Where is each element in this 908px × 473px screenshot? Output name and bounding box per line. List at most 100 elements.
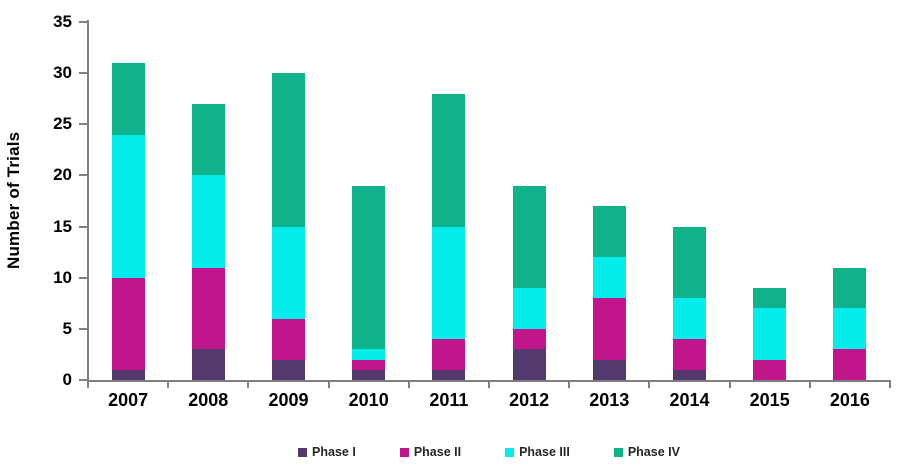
y-tick-label: 15 xyxy=(53,216,72,236)
y-tick-label: 25 xyxy=(53,114,72,134)
bar-2007 xyxy=(111,22,145,380)
bar-segment-phase-iii xyxy=(673,298,706,340)
y-tick-mark xyxy=(79,379,87,381)
x-tick-mark xyxy=(247,382,250,388)
y-tick-mark xyxy=(79,174,87,177)
bar-segment-phase-iii xyxy=(272,226,305,319)
bar-segment-phase-ii xyxy=(753,359,787,380)
x-tick-mark xyxy=(889,382,891,388)
bar-2014 xyxy=(673,22,706,380)
x-tick-label-2015: 2015 xyxy=(749,390,790,410)
bar-segment-phase-ii xyxy=(592,298,626,360)
plot-area: 0 5 10 15 20 25 30 35 2007 2008 2009 2010 2011 2012 2… xyxy=(53,13,891,410)
bar-segment-phase-ii xyxy=(673,339,706,370)
x-tick-mark xyxy=(488,382,490,388)
x-tick-label-2009: 2009 xyxy=(268,390,309,410)
bar-segment-phase-iii xyxy=(352,349,386,360)
bar-segment-phase-i xyxy=(592,359,626,380)
y-tick-label: 35 xyxy=(53,12,72,31)
x-tick-mark xyxy=(808,382,811,388)
x-tick-mark xyxy=(87,382,89,388)
y-axis-line xyxy=(87,20,89,382)
x-tick-mark xyxy=(167,382,170,388)
x-axis-line xyxy=(87,380,891,382)
bar-segment-phase-iii xyxy=(111,134,145,278)
x-tick-label-2012: 2012 xyxy=(509,390,550,410)
bar-segment-phase-ii xyxy=(833,349,867,380)
y-tick-mark xyxy=(79,225,87,228)
bar-segment-phase-iii xyxy=(833,308,867,350)
legend-label: Phase IV xyxy=(627,445,680,459)
y-tick-label: 5 xyxy=(62,318,72,338)
bar-2009 xyxy=(272,22,305,380)
bar-segment-phase-ii xyxy=(272,318,305,360)
bar-segment-phase-ii xyxy=(352,359,386,370)
legend-swatch-phase-iv xyxy=(613,447,623,457)
x-tick-label-2013: 2013 xyxy=(589,390,630,410)
y-tick-label: 20 xyxy=(53,165,72,185)
y-tick-label: 10 xyxy=(53,267,72,287)
bar-segment-phase-ii xyxy=(512,328,546,350)
legend-label: Phase I xyxy=(312,445,356,459)
bar-2008 xyxy=(191,22,225,380)
bar-segment-phase-iv xyxy=(592,206,626,258)
legend-label: Phase II xyxy=(413,445,462,459)
x-tick-mark xyxy=(568,382,571,388)
bar-segment-phase-ii xyxy=(111,277,145,370)
x-tick-mark xyxy=(327,382,330,388)
bar-segment-phase-i xyxy=(512,349,546,380)
x-tick-label-2007: 2007 xyxy=(108,390,149,410)
x-tick-mark xyxy=(407,382,410,388)
x-tick-mark xyxy=(648,382,651,388)
bar-segment-phase-iii xyxy=(753,308,787,360)
bar-segment-phase-iv xyxy=(191,103,225,176)
bar-segment-phase-iii xyxy=(512,287,546,329)
bar-2015 xyxy=(753,22,787,380)
y-tick-mark xyxy=(79,276,87,279)
bar-segment-phase-i xyxy=(432,369,466,380)
x-tick-label-2014: 2014 xyxy=(669,390,710,410)
bar-segment-phase-i xyxy=(673,369,706,380)
bar-segment-phase-i xyxy=(272,359,305,380)
bar-segment-phase-i xyxy=(191,349,225,380)
legend-label: Phase III xyxy=(519,445,570,459)
bar-2010 xyxy=(352,22,386,380)
bar-2011 xyxy=(432,22,466,380)
bar-segment-phase-iv xyxy=(833,267,867,309)
x-tick-label-2010: 2010 xyxy=(348,390,389,410)
bar-segment-phase-i xyxy=(352,369,386,380)
legend-item-phase-ii: Phase II xyxy=(399,445,462,459)
bar-segment-phase-i xyxy=(111,369,145,380)
bar-segment-phase-ii xyxy=(191,267,225,350)
bar-segment-phase-iii xyxy=(592,257,626,299)
bar-segment-phase-iv xyxy=(272,73,305,227)
legend-swatch-phase-iii xyxy=(505,447,515,457)
bar-segment-phase-iv xyxy=(111,62,145,135)
y-tick-mark xyxy=(79,21,87,23)
bar-2016 xyxy=(833,22,867,380)
x-tick-label-2011: 2011 xyxy=(429,390,469,410)
legend: Phase I Phase II Phase III Phase IV xyxy=(88,445,890,459)
legend-swatch-phase-i xyxy=(298,447,308,457)
y-tick-mark xyxy=(79,72,87,75)
bar-segment-phase-iv xyxy=(673,226,706,299)
y-axis-title: Number of Trials xyxy=(4,131,23,269)
legend-swatch-phase-ii xyxy=(399,447,409,457)
bar-segment-phase-iv xyxy=(512,185,546,288)
x-tick-label-2008: 2008 xyxy=(188,390,229,410)
legend-item-phase-iv: Phase IV xyxy=(613,445,680,459)
y-tick-label: 30 xyxy=(53,63,72,83)
y-tick-mark xyxy=(79,327,87,330)
x-tick-mark xyxy=(728,382,731,388)
x-tick-label-2016: 2016 xyxy=(829,390,870,410)
bar-2013 xyxy=(592,22,626,380)
bar-segment-phase-iii xyxy=(191,175,225,268)
bar-segment-phase-iii xyxy=(432,226,466,340)
bar-segment-phase-iv xyxy=(352,185,386,350)
bar-segment-phase-iv xyxy=(432,93,466,227)
bar-2012 xyxy=(512,22,546,380)
legend-item-phase-iii: Phase III xyxy=(505,445,570,459)
bar-segment-phase-iv xyxy=(753,287,787,309)
y-tick-label: 0 xyxy=(62,370,72,389)
legend-item-phase-i: Phase I xyxy=(298,445,356,459)
